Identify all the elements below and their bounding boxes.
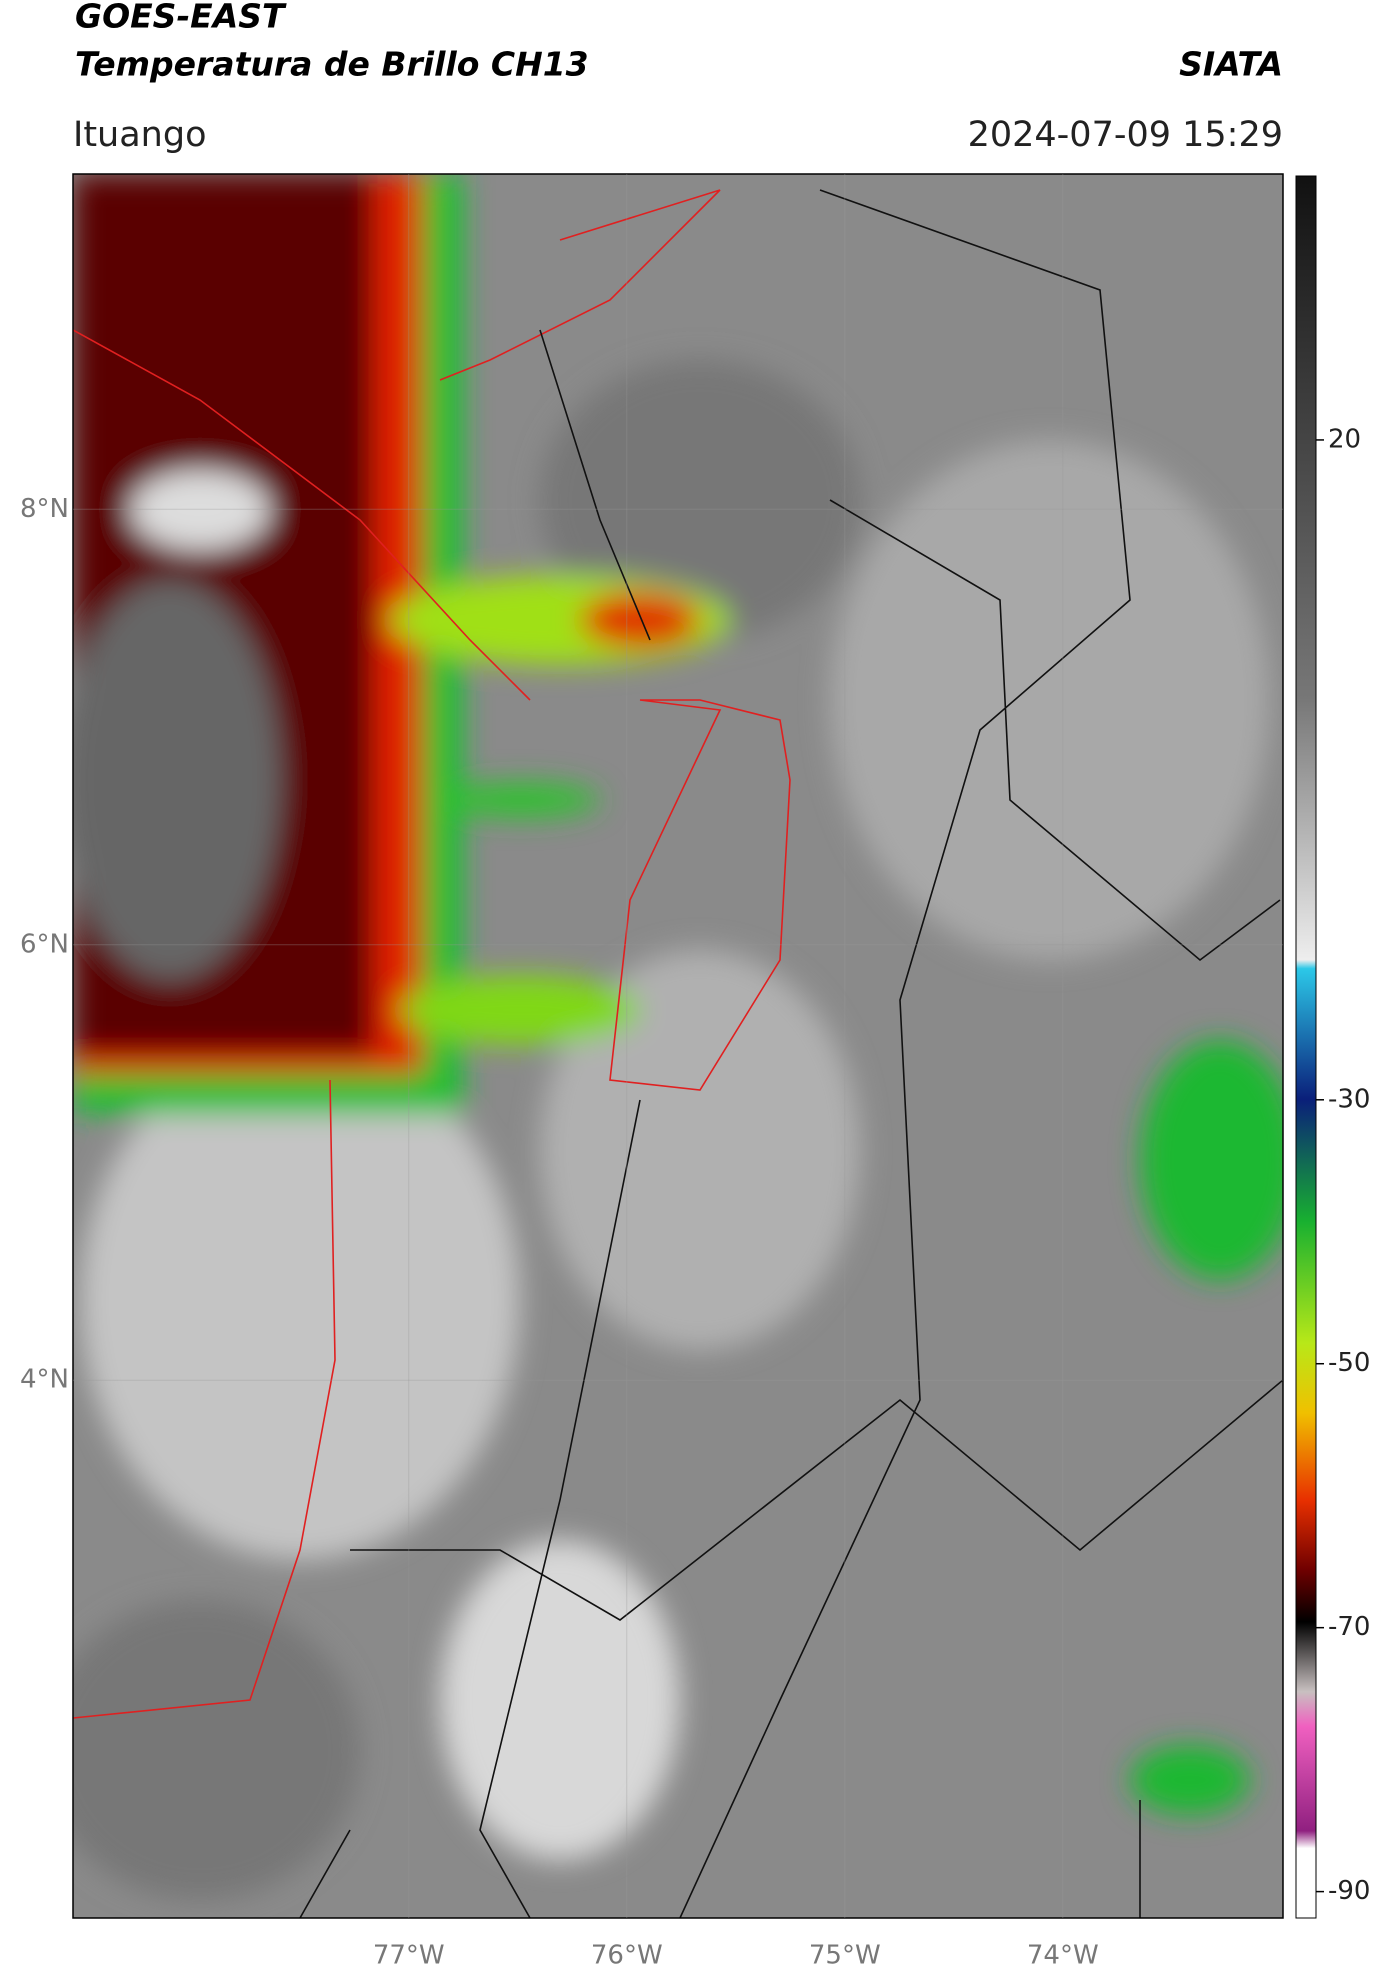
lon-label: 77°W — [373, 1941, 445, 1971]
title-line: GOES-EAST — [75, 0, 287, 36]
colorbar — [1295, 175, 1317, 1919]
map-frame — [72, 173, 1284, 1919]
location: Ituango — [73, 115, 207, 155]
colorbar-label: 20 — [1328, 424, 1361, 454]
satellite-image — [73, 174, 1283, 1918]
colorbar-label: -30 — [1328, 1084, 1370, 1114]
lat-label: 4°N — [20, 1365, 69, 1395]
colorbar-label: -90 — [1328, 1876, 1370, 1906]
datetime: 2024-07-09 15:29 — [968, 115, 1283, 155]
lon-label: 75°W — [809, 1941, 881, 1971]
colorbar-label: -50 — [1328, 1348, 1370, 1378]
boundaries — [73, 189, 1283, 1918]
lat-label: 8°N — [20, 494, 69, 524]
lat-label: 6°N — [20, 929, 69, 959]
lon-label: 76°W — [591, 1941, 663, 1971]
title-line: Temperatura de Brillo CH13 — [75, 45, 589, 84]
agency: SIATA — [1179, 45, 1283, 84]
colorbar-label: -70 — [1328, 1612, 1370, 1642]
lon-label: 74°W — [1027, 1941, 1099, 1971]
